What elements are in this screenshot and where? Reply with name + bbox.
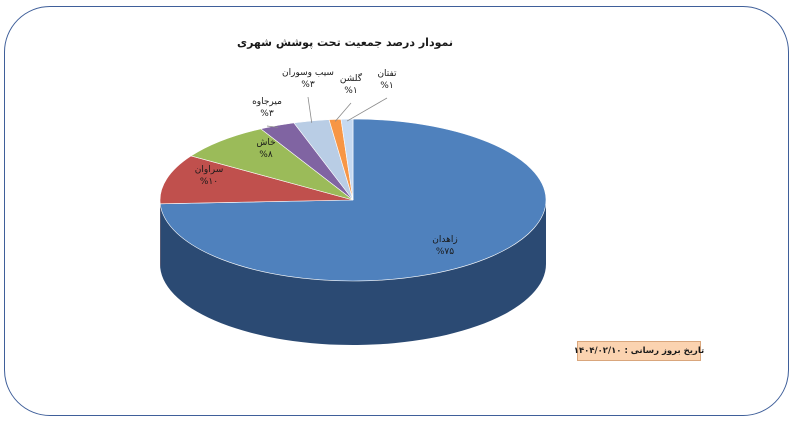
slice-name-label-5: گلشن (340, 72, 363, 84)
pie-side-0 (160, 200, 547, 345)
slice-value-label-0: %۷۵ (436, 247, 454, 257)
leader-line-3 (266, 125, 278, 128)
slice-value-label-1: %۱۰ (200, 177, 218, 187)
slice-value-label-4: %۳ (301, 80, 315, 90)
slice-name-label-4: سیب وسوران (282, 68, 334, 78)
slice-name-label-0: زاهدان (432, 235, 457, 245)
slice-value-label-3: %۳ (260, 109, 274, 119)
update-date: تاریخ بروز رسانی : ۱۴۰۴/۰۲/۱۰ (574, 341, 704, 361)
slice-name-label-6: تفتان (377, 69, 397, 79)
slice-value-label-6: %۱ (380, 81, 393, 91)
slice-name-label-2: خاش (256, 138, 275, 148)
chart-title: نمودار درصد جمعیت تحت پوشش شهری (236, 36, 453, 49)
pie-slice-2 (190, 128, 354, 201)
pie-slice-1 (159, 155, 354, 205)
slice-name-label-1: سراوان (195, 165, 223, 175)
pie-slice-6 (340, 118, 354, 201)
leader-line-4 (307, 96, 313, 123)
leader-line-5 (334, 102, 352, 122)
slice-value-label-5: %۱ (344, 86, 357, 96)
leader-line-6 (346, 97, 388, 122)
slice-name-label-3: میرجاوه (252, 97, 282, 107)
slice-value-label-2: %۸ (259, 150, 273, 160)
